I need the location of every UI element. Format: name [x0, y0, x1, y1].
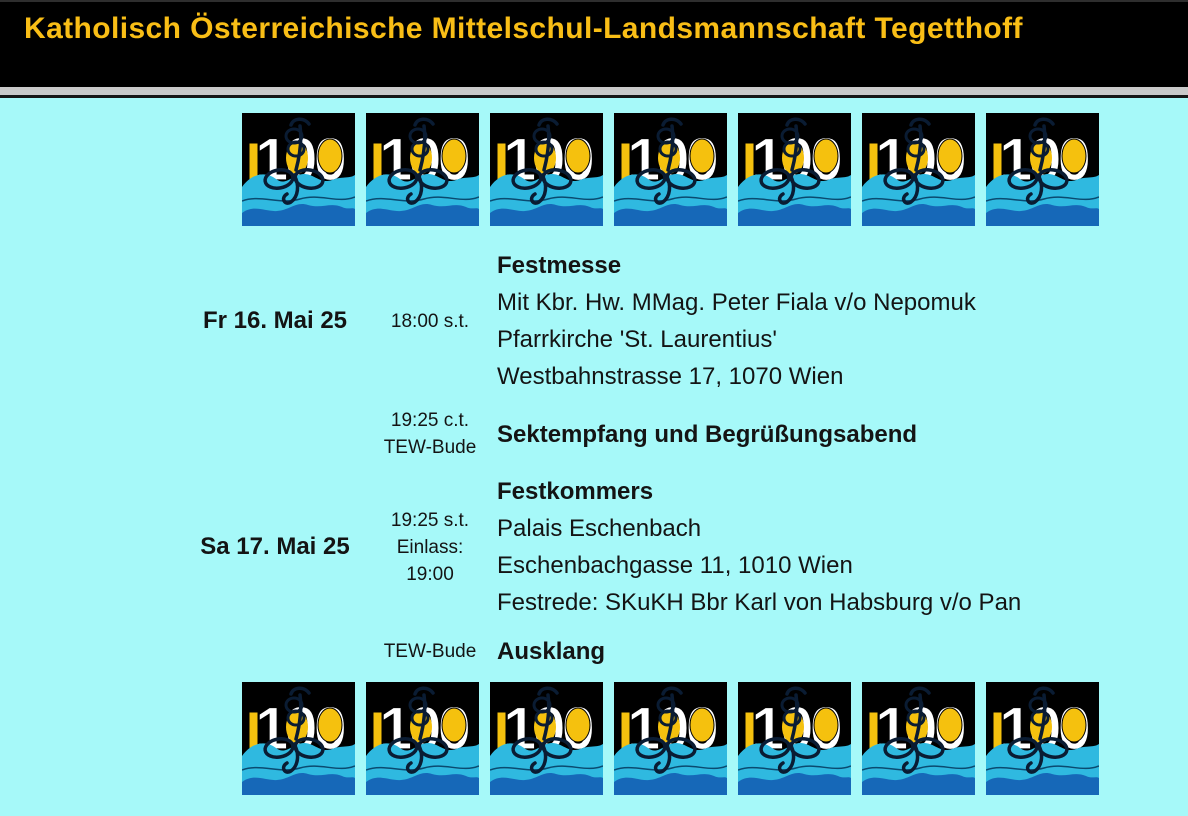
event-title: Festkommers — [497, 478, 654, 505]
event-description: Ausklang — [480, 633, 1188, 670]
header-divider-dark — [0, 95, 1188, 98]
event-description: Sektempfang und Begrüßungsabend — [480, 416, 1188, 453]
event-time: 19:25 c.t. TEW-Bude — [380, 407, 480, 461]
anniversary-logo-100-icon: 100 — [366, 113, 479, 226]
anniversary-logo-100-icon: 100 — [862, 682, 975, 795]
anniversary-logo-100-image: 100 — [490, 113, 603, 226]
header-divider-grey — [0, 87, 1188, 95]
time-line: TEW-Bude — [383, 437, 477, 458]
anniversary-logo-100-image: 100 — [738, 682, 851, 795]
anniversary-logo-100-image: 100 — [242, 682, 355, 795]
anniversary-logo-100-icon: 100 — [490, 682, 603, 795]
time-line: 19:25 s.t. — [390, 509, 470, 531]
event-time: 19:25 s.t. Einlass: 19:00 — [380, 507, 480, 588]
anniversary-logo-100-image: 100 — [490, 682, 603, 795]
event-description: Festmesse Mit Kbr. Hw. MMag. Peter Fiala… — [480, 247, 1188, 395]
anniversary-logo-100-icon: 100 — [614, 682, 727, 795]
anniversary-logo-100-icon: 100 — [366, 682, 479, 795]
anniversary-logo-100-image: 100 — [986, 682, 1099, 795]
event-title: Festmesse — [497, 252, 622, 279]
event-detail: Pfarrkirche 'St. Laurentius' — [497, 326, 777, 353]
anniversary-logo-100-image: 100 — [986, 113, 1099, 226]
event-time: 18:00 s.t. — [380, 308, 480, 335]
schedule-row-festmesse: Fr 16. Mai 25 18:00 s.t. Festmesse Mit K… — [0, 247, 1188, 395]
time-line: 19:25 c.t. — [390, 410, 470, 431]
anniversary-logo-100-icon: 100 — [738, 113, 851, 226]
anniversary-logo-100-icon: 100 — [242, 682, 355, 795]
anniversary-logo-100-icon: 100 — [490, 113, 603, 226]
anniversary-logo-100-image: 100 — [366, 113, 479, 226]
anniversary-logo-100-icon: 100 — [738, 682, 851, 795]
anniversary-logo-100-icon: 100 — [614, 113, 727, 226]
anniversary-logo-100-icon: 100 — [242, 113, 355, 226]
logo-row-bottom: 100 100 — [0, 682, 1188, 795]
event-date: Fr 16. Mai 25 — [202, 307, 348, 334]
anniversary-logo-100-image: 100 — [614, 682, 727, 795]
schedule-table: Fr 16. Mai 25 18:00 s.t. Festmesse Mit K… — [0, 247, 1188, 670]
anniversary-logo-100-image: 100 — [862, 682, 975, 795]
anniversary-logo-100-image: 100 — [242, 113, 355, 226]
event-description: Festkommers Palais Eschenbach Eschenbach… — [480, 473, 1188, 621]
event-title: Sektempfang und Begrüßungsabend — [497, 420, 918, 448]
event-detail: Eschenbachgasse 11, 1010 Wien — [497, 552, 853, 579]
anniversary-logo-100-image: 100 — [366, 682, 479, 795]
anniversary-logo-100-image: 100 — [738, 113, 851, 226]
time-line: 19:00 — [406, 563, 454, 585]
event-detail: Westbahnstrasse 17, 1070 Wien — [497, 363, 844, 390]
site-header: Katholisch Österreichische Mittelschul-L… — [0, 0, 1188, 87]
time-line: Einlass: — [396, 536, 464, 558]
event-title: Ausklang — [497, 638, 606, 665]
time-line: 18:00 s.t. — [390, 310, 470, 332]
schedule-row-ausklang: TEW-Bude Ausklang — [0, 633, 1188, 670]
logo-row-top: 100 100 — [0, 113, 1188, 226]
event-time: TEW-Bude — [380, 638, 480, 665]
event-date: Sa 17. Mai 25 — [200, 533, 350, 560]
event-program: 100 100 — [0, 113, 1188, 795]
event-detail: Palais Eschenbach — [497, 515, 702, 542]
anniversary-logo-100-image: 100 — [862, 113, 975, 226]
page-title: Katholisch Österreichische Mittelschul-L… — [24, 12, 1023, 45]
time-line: TEW-Bude — [383, 641, 477, 662]
anniversary-logo-100-icon: 100 — [986, 682, 1099, 795]
anniversary-logo-100-icon: 100 — [986, 113, 1099, 226]
anniversary-logo-100-image: 100 — [614, 113, 727, 226]
event-detail: Festrede: SKuKH Bbr Karl von Habsburg v/… — [497, 589, 1022, 616]
anniversary-logo-100-icon: 100 — [862, 113, 975, 226]
schedule-row-festkommers: Sa 17. Mai 25 19:25 s.t. Einlass: 19:00 … — [0, 473, 1188, 621]
event-detail: Mit Kbr. Hw. MMag. Peter Fiala v/o Nepom… — [497, 289, 976, 316]
schedule-row-sektempfang: 19:25 c.t. TEW-Bude Sektempfang und Begr… — [0, 407, 1188, 461]
